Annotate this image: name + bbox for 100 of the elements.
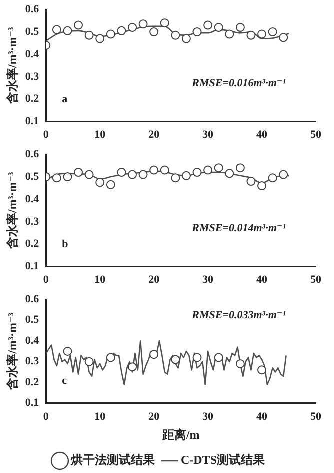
- point: [258, 366, 267, 375]
- x-tick-label: 0: [43, 274, 50, 286]
- point: [171, 30, 180, 40]
- point: [96, 178, 105, 188]
- y-tick-label: 0.5: [25, 170, 40, 183]
- x-tick-label: 10: [94, 274, 106, 286]
- point: [52, 25, 62, 34]
- point: [182, 34, 191, 44]
- y-tick-label: 0.1: [25, 116, 40, 128]
- point: [84, 357, 94, 366]
- point: [258, 182, 267, 191]
- point: [63, 172, 72, 182]
- y-tick-label: 0.6: [25, 148, 40, 160]
- point: [192, 168, 202, 178]
- point: [268, 174, 278, 183]
- y-tick-label: 0.6: [25, 293, 40, 306]
- point: [279, 33, 288, 42]
- y-axis-title: 含水率/m³·m⁻³: [5, 172, 20, 250]
- point: [74, 168, 84, 178]
- point: [279, 170, 288, 180]
- point: [63, 347, 72, 356]
- point: [63, 26, 72, 36]
- point: [150, 28, 159, 37]
- point: [106, 180, 116, 190]
- annotation: c: [62, 375, 68, 388]
- x-tick-label: 40: [256, 410, 268, 423]
- point: [268, 28, 278, 37]
- y-tick-label: 0.1: [25, 397, 40, 410]
- y-axis-title: 含水率/m³·m⁻³: [5, 312, 20, 391]
- point: [214, 353, 224, 362]
- x-tick-label: 20: [148, 129, 160, 142]
- x-tick-label: 30: [202, 410, 214, 423]
- point: [106, 30, 116, 39]
- y-tick-label: 0.4: [25, 48, 40, 60]
- point: [214, 23, 224, 32]
- point: [246, 30, 256, 40]
- point: [171, 174, 180, 183]
- point: [225, 169, 234, 178]
- x-tick-label: 0: [43, 410, 50, 423]
- annotation: RMSE=0.033m³·m⁻¹: [191, 309, 286, 322]
- x-tick-label: 20: [148, 274, 160, 286]
- point: [106, 353, 116, 362]
- x-tick-label: 50: [310, 274, 322, 286]
- point: [246, 177, 256, 186]
- y-tick-label: 0.2: [25, 238, 40, 250]
- point: [96, 34, 105, 44]
- point: [204, 166, 213, 175]
- point: [117, 26, 126, 36]
- point: [160, 18, 170, 28]
- point: [150, 350, 159, 360]
- point: [84, 170, 94, 180]
- point: [182, 171, 191, 180]
- point: [117, 168, 126, 178]
- x-tick-label: 30: [202, 274, 214, 286]
- point: [74, 20, 84, 30]
- x-tick-label: 40: [256, 274, 268, 286]
- point: [192, 28, 202, 37]
- point: [138, 20, 148, 29]
- point: [52, 174, 62, 183]
- point: [236, 359, 245, 368]
- y-axis-title: 含水率/m³·m⁻³: [5, 26, 20, 106]
- legend-label: 烘干法测试结果: [70, 453, 156, 468]
- x-tick-label: 0: [43, 129, 50, 142]
- y-tick-label: 0.2: [25, 93, 40, 106]
- y-tick-label: 0.3: [25, 216, 40, 228]
- point: [138, 170, 148, 180]
- y-tick-label: 0.2: [25, 376, 40, 388]
- point: [171, 355, 180, 364]
- point: [128, 362, 137, 372]
- point: [236, 23, 245, 32]
- y-tick-label: 0.1: [25, 260, 40, 273]
- x-tick-label: 40: [256, 129, 268, 142]
- point: [236, 164, 245, 173]
- annotation: RMSE=0.016m³·m⁻¹: [191, 78, 286, 90]
- y-tick-label: 0.4: [25, 193, 40, 206]
- y-tick-label: 0.6: [25, 3, 40, 16]
- point: [225, 30, 234, 39]
- point: [258, 30, 267, 39]
- x-tick-label: 30: [202, 129, 214, 142]
- annotation: a: [62, 94, 68, 106]
- y-tick-label: 0.3: [25, 70, 40, 83]
- x-tick-label: 10: [94, 410, 106, 423]
- point: [192, 353, 202, 362]
- point: [84, 30, 94, 40]
- point: [128, 170, 137, 180]
- point: [204, 20, 213, 30]
- point: [214, 164, 224, 173]
- x-tick-label: 50: [310, 129, 322, 142]
- y-tick-label: 0.3: [25, 356, 40, 368]
- x-axis-title: 距离/m: [161, 428, 200, 442]
- annotation: b: [62, 238, 68, 251]
- legend-label: C-DTS测试结果: [180, 453, 266, 468]
- annotation: RMSE=0.014m³·m⁻¹: [191, 222, 286, 235]
- point: [128, 23, 137, 32]
- y-tick-label: 0.4: [25, 334, 40, 347]
- y-tick-label: 0.5: [25, 26, 40, 38]
- y-tick-label: 0.5: [25, 314, 40, 326]
- x-tick-label: 10: [94, 129, 106, 142]
- point: [150, 166, 159, 175]
- x-tick-label: 50: [310, 410, 322, 423]
